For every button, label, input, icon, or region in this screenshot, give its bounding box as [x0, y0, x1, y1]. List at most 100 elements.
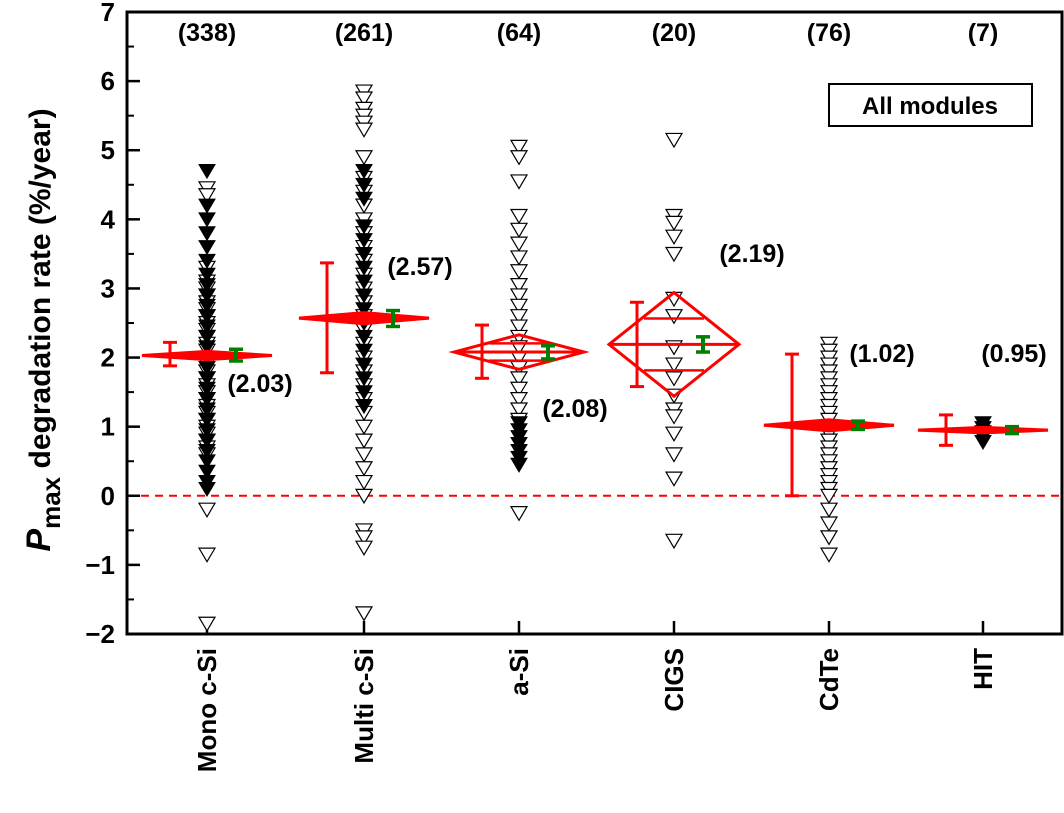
data-point-filled: [510, 457, 528, 473]
data-point-filled: [974, 434, 992, 451]
category-group: (64) (2.08) a-Si: [448, 19, 608, 696]
data-point-open: [354, 122, 374, 138]
data-point-filled: [355, 357, 373, 373]
data-point-filled: [198, 309, 216, 325]
data-point-open: [664, 533, 684, 550]
data-point-filled: [198, 298, 216, 314]
data-point-open: [664, 340, 684, 356]
data-point-filled: [355, 219, 373, 235]
data-point-open: [354, 474, 374, 491]
data-point-open: [509, 236, 529, 252]
data-point-filled: [198, 423, 216, 439]
mean-value-label: (0.95): [981, 340, 1046, 368]
data-point-open: [664, 229, 684, 245]
data-point-open: [509, 250, 529, 266]
data-point-open: [354, 91, 374, 107]
data-point-open: [664, 447, 684, 463]
data-point-filled: [355, 399, 373, 415]
data-point-filled: [198, 481, 216, 498]
data-point-open: [197, 616, 217, 633]
data-point-open: [354, 530, 374, 546]
data-point-open: [509, 264, 529, 280]
y-tick-label: 6: [101, 66, 115, 96]
data-point-filled: [198, 278, 216, 294]
y-tick-label: 2: [101, 343, 115, 373]
data-point-open: [354, 606, 374, 622]
data-point-filled: [355, 329, 373, 346]
mean-value-label: (2.57): [387, 253, 452, 281]
data-point-open: [664, 471, 684, 487]
x-category-label: CdTe: [814, 648, 844, 711]
data-point-filled: [355, 233, 373, 249]
data-point-filled: [198, 381, 216, 397]
y-tick-label: 0: [101, 481, 115, 511]
data-point-filled: [198, 212, 216, 228]
data-point-filled: [355, 343, 373, 359]
data-point-open: [509, 319, 529, 335]
data-point-open: [354, 150, 374, 166]
data-point-open: [664, 426, 684, 442]
data-point-open: [819, 516, 839, 532]
x-category-label: Multi c-Si: [349, 648, 379, 764]
data-point-open: [354, 433, 374, 449]
data-point-filled: [198, 164, 216, 180]
y-tick-label: −2: [85, 619, 115, 649]
data-point-open: [509, 139, 529, 156]
y-tick-label: 3: [101, 273, 115, 303]
data-point-open: [509, 392, 529, 408]
data-point-open: [509, 174, 529, 190]
data-point-open: [509, 506, 529, 522]
data-point-filled: [355, 191, 373, 207]
count-label: (20): [652, 19, 696, 47]
y-tick-label: 1: [101, 412, 115, 442]
data-point-open: [819, 547, 839, 563]
x-category-label: a-Si: [504, 648, 534, 696]
data-point-filled: [198, 371, 216, 387]
data-point-open: [819, 502, 839, 518]
data-point-filled: [198, 319, 216, 335]
legend-box: All modules: [828, 83, 1033, 127]
data-point-open: [819, 530, 839, 546]
data-point-filled: [198, 392, 216, 408]
data-point-filled: [198, 454, 216, 470]
data-point-open: [509, 277, 529, 294]
x-category-label: Mono c-Si: [192, 648, 222, 772]
data-point-open: [664, 371, 684, 387]
data-point-open: [819, 488, 839, 505]
data-point-open: [354, 488, 374, 505]
data-point-open: [664, 132, 684, 149]
count-label: (76): [807, 19, 851, 47]
data-point-filled: [198, 433, 216, 449]
category-group: (338) (2.03) Mono c-Si: [141, 19, 293, 772]
data-point-open: [197, 188, 217, 204]
category-group: (20) (2.19) CIGS: [606, 19, 785, 712]
legend-box-frame: [828, 83, 1033, 127]
y-tick-label: 4: [101, 204, 116, 234]
data-point-filled: [355, 274, 373, 290]
x-category-label: CIGS: [659, 648, 689, 712]
y-axis-label: Pmax degradation rate (%/year): [20, 108, 66, 551]
data-point-open: [509, 298, 529, 315]
legend-box-text: All modules: [862, 93, 998, 120]
data-point-open: [354, 447, 374, 463]
data-point-open: [509, 371, 529, 387]
data-point-filled: [198, 329, 216, 346]
data-point-filled: [355, 260, 373, 276]
data-point-open: [509, 402, 529, 418]
data-point-filled: [198, 240, 216, 256]
data-point-open: [197, 502, 217, 518]
data-point-filled: [198, 402, 216, 418]
category-group: (76) (1.02) CdTe: [763, 19, 915, 711]
count-label: (261): [335, 19, 393, 47]
mean-value-label: (2.19): [719, 240, 784, 268]
data-point-filled: [355, 302, 373, 318]
data-point-filled: [198, 198, 216, 214]
data-point-open: [509, 288, 529, 304]
y-axis-label-main: P: [20, 529, 58, 552]
data-point-filled: [355, 177, 373, 193]
data-point-filled: [355, 371, 373, 387]
mean-value-label: (2.03): [227, 370, 292, 398]
data-point-open: [664, 309, 684, 325]
data-point-open: [664, 215, 684, 232]
